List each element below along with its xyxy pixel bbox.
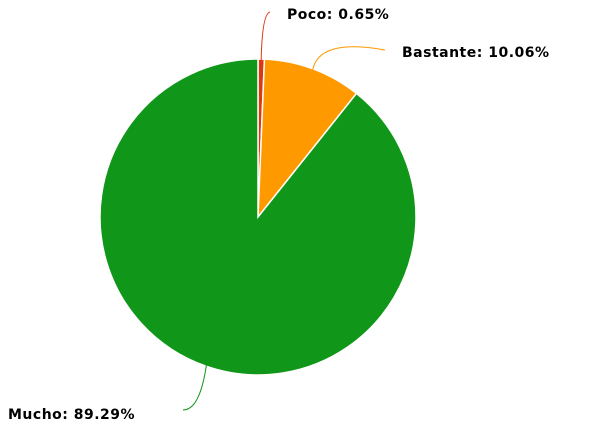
pie-slice bbox=[99, 58, 417, 376]
data-label: Poco: 0.65% bbox=[287, 7, 389, 23]
data-label: Mucho: 89.29% bbox=[8, 407, 135, 423]
data-label: Bastante: 10.06% bbox=[402, 45, 550, 61]
leader-line bbox=[260, 11, 271, 62]
leader-line bbox=[182, 364, 207, 411]
leader-line bbox=[312, 46, 386, 71]
